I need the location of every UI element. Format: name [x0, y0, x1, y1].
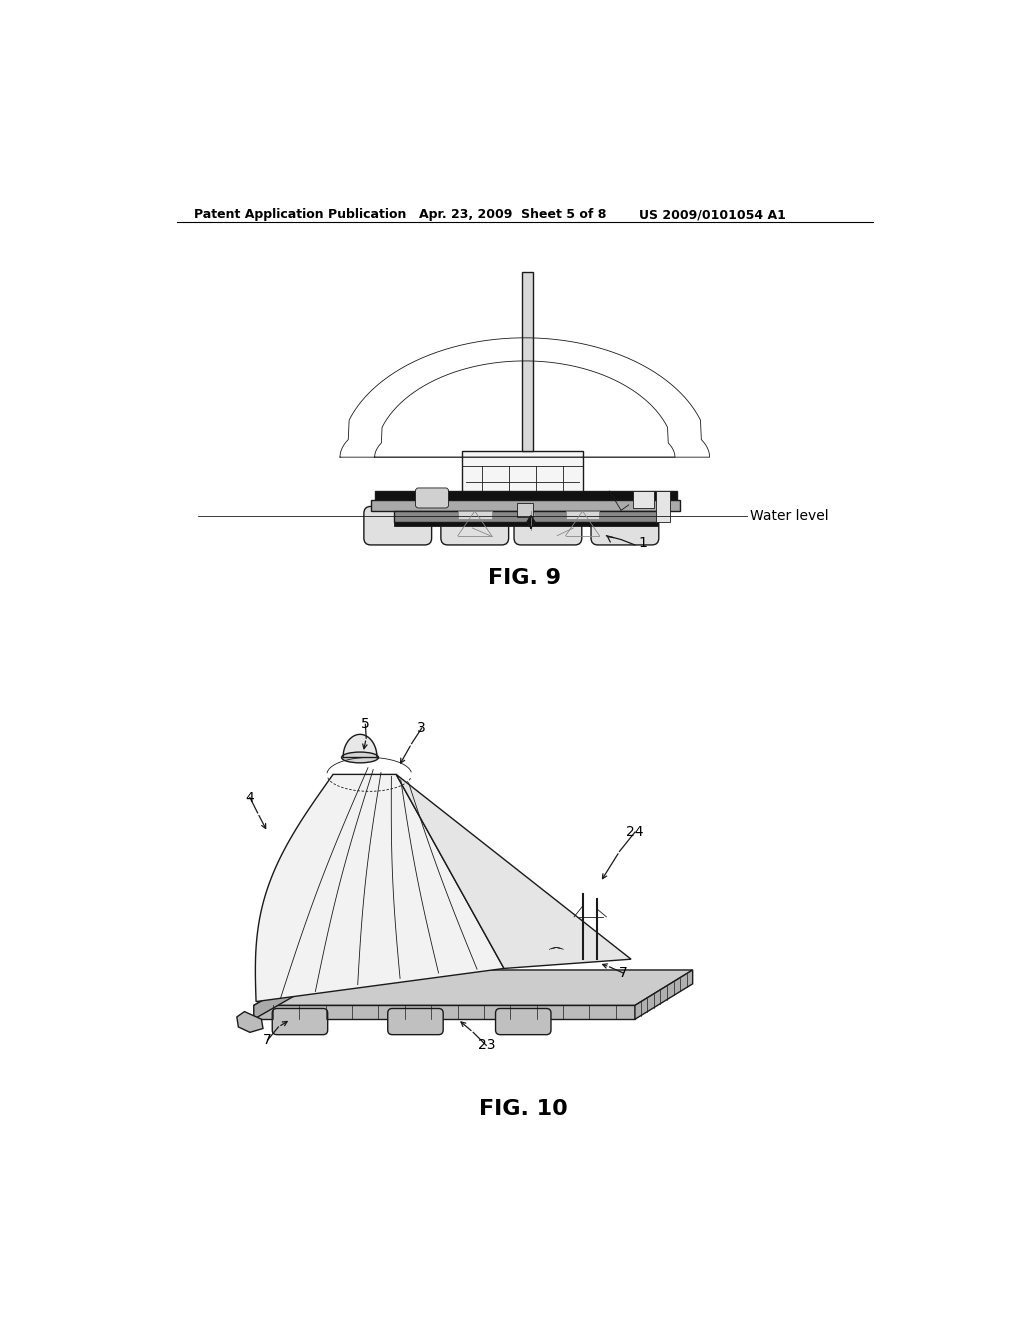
Polygon shape	[635, 970, 692, 1019]
Text: 5: 5	[361, 717, 370, 731]
Text: Apr. 23, 2009  Sheet 5 of 8: Apr. 23, 2009 Sheet 5 of 8	[419, 209, 606, 222]
FancyBboxPatch shape	[441, 507, 509, 545]
FancyBboxPatch shape	[496, 1008, 551, 1035]
FancyBboxPatch shape	[514, 507, 582, 545]
Text: 23: 23	[477, 1039, 495, 1052]
Bar	[394, 521, 658, 525]
Bar	[655, 491, 670, 521]
Bar	[371, 500, 680, 511]
Text: 1: 1	[639, 536, 647, 550]
Text: US 2009/0101054 A1: US 2009/0101054 A1	[639, 209, 785, 222]
Text: 7: 7	[263, 1034, 272, 1047]
Bar	[394, 511, 658, 521]
Bar	[517, 503, 532, 517]
Bar	[458, 511, 492, 519]
FancyBboxPatch shape	[416, 488, 449, 508]
Polygon shape	[396, 775, 631, 969]
Bar	[462, 451, 583, 491]
Text: Water level: Water level	[751, 508, 829, 523]
Polygon shape	[527, 516, 535, 528]
Polygon shape	[254, 970, 692, 1006]
Bar	[521, 272, 532, 451]
Text: FIG. 10: FIG. 10	[479, 1100, 567, 1119]
Polygon shape	[237, 1011, 263, 1032]
Polygon shape	[254, 1006, 635, 1019]
FancyBboxPatch shape	[388, 1008, 443, 1035]
Text: FIG. 9: FIG. 9	[488, 568, 561, 587]
Text: 7: 7	[618, 966, 628, 979]
Text: 24: 24	[626, 825, 644, 840]
Bar	[633, 491, 654, 508]
Text: 3: 3	[417, 721, 426, 735]
Ellipse shape	[342, 752, 379, 763]
FancyBboxPatch shape	[364, 507, 432, 545]
FancyBboxPatch shape	[272, 1008, 328, 1035]
FancyBboxPatch shape	[591, 507, 658, 545]
Bar	[565, 511, 599, 519]
Bar	[375, 491, 677, 500]
Polygon shape	[254, 970, 315, 1019]
Text: 4: 4	[246, 791, 254, 804]
Ellipse shape	[527, 512, 535, 517]
Text: Patent Application Publication: Patent Application Publication	[194, 209, 407, 222]
Polygon shape	[255, 775, 504, 1002]
